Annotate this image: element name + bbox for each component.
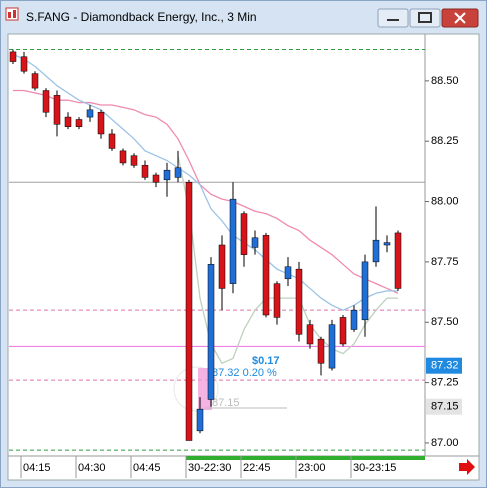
candle-body — [350, 309, 358, 330]
y-tick-label: 87.25 — [431, 376, 459, 388]
candle-body — [339, 317, 347, 345]
candle-body — [383, 242, 391, 246]
candle-body — [284, 266, 292, 280]
candle-body — [64, 116, 72, 127]
price-marker-label: 87.15 — [431, 401, 459, 413]
minimize-button[interactable] — [377, 8, 409, 28]
candle-body — [295, 268, 303, 335]
candle-body — [394, 232, 402, 289]
candle-body — [141, 165, 149, 178]
maximize-icon — [418, 12, 432, 23]
session-bar — [186, 456, 425, 460]
candle-body — [218, 244, 226, 289]
candle-body — [174, 167, 182, 178]
candle-body — [372, 239, 380, 263]
candle-body — [185, 181, 193, 441]
candle-body — [97, 111, 105, 135]
price-marker-label: 87.32 — [431, 360, 459, 372]
x-tick-label: 22:45 — [243, 462, 271, 474]
candle-body — [53, 95, 61, 125]
change-pct-label: 87.32 0.20 % — [212, 367, 277, 379]
y-tick-label: 88.25 — [431, 135, 459, 147]
candle-body — [361, 261, 369, 321]
candle-body — [229, 198, 237, 284]
y-tick-label: 87.00 — [431, 437, 459, 449]
y-tick-label: 87.50 — [431, 316, 459, 328]
candle-body — [328, 324, 336, 369]
moving-average — [12, 53, 398, 311]
moving-average — [13, 89, 399, 294]
candle-body — [306, 324, 314, 345]
candle-body — [207, 264, 215, 400]
candle-body — [108, 133, 116, 149]
x-tick-label: 30-22:30 — [188, 462, 231, 474]
app-icon — [5, 7, 19, 21]
candle-body — [196, 408, 204, 432]
candle-body — [152, 174, 160, 183]
candle-body — [163, 169, 171, 181]
y-tick-label: 88.50 — [431, 75, 459, 87]
measure-label: 87.15 — [212, 397, 240, 409]
candle-body — [273, 283, 281, 318]
x-tick-label: 30-23:15 — [353, 462, 396, 474]
change-label: $0.17 — [252, 355, 280, 367]
x-tick-label: 04:45 — [133, 462, 161, 474]
x-tick-label: 23:00 — [298, 462, 326, 474]
app-icon-bar — [8, 12, 11, 18]
candle-body — [20, 56, 28, 72]
window-title: S.FANG - Diamondback Energy, Inc., 3 Min — [26, 10, 257, 24]
x-tick-label: 04:15 — [23, 462, 51, 474]
price-marker — [426, 357, 462, 374]
candle-body — [31, 73, 39, 89]
candle-body — [130, 155, 138, 166]
candle-body — [9, 51, 17, 62]
candle-body — [317, 338, 325, 364]
price-marker — [426, 398, 462, 415]
highlight-ring — [173, 366, 219, 412]
app-icon-bar — [13, 10, 16, 18]
y-tick-label: 88.00 — [431, 195, 459, 207]
candle-body — [42, 90, 50, 113]
maximize-button[interactable] — [409, 8, 441, 28]
y-tick-label: 87.75 — [431, 256, 459, 268]
candle-body — [251, 237, 259, 248]
close-icon — [454, 12, 466, 24]
candle-body — [75, 119, 83, 127]
candle-body — [119, 150, 127, 164]
moving-average — [177, 155, 398, 365]
candle-body — [240, 213, 248, 255]
candle-body — [86, 109, 94, 118]
candle-body — [262, 235, 270, 316]
x-tick-label: 04:30 — [78, 462, 106, 474]
scroll-arrow[interactable] — [459, 459, 475, 475]
